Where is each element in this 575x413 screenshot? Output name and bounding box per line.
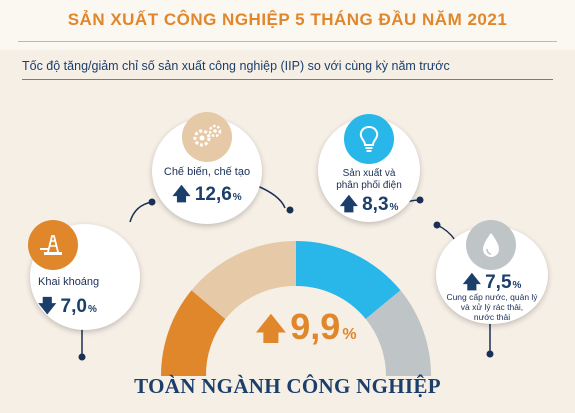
arrow-up-icon: 🡅 bbox=[172, 184, 191, 204]
sector-label: Khai khoáng bbox=[38, 276, 100, 288]
connector-dot bbox=[486, 350, 494, 358]
overall-label: TOÀN NGÀNH CÔNG NGHIỆP bbox=[134, 374, 441, 398]
arrow-up-icon: 🡅 bbox=[339, 194, 359, 214]
sector-label-line: Cung cấp nước, quản lý bbox=[446, 292, 538, 302]
gauge-segment-electricity bbox=[296, 240, 401, 319]
connector-dot bbox=[148, 198, 156, 206]
connector-dot bbox=[78, 353, 86, 361]
connector-dot bbox=[416, 196, 424, 204]
sector-label: Sản xuất và phân phối điện bbox=[324, 168, 414, 192]
gauge-segment-mining bbox=[160, 290, 226, 376]
overall-unit: % bbox=[342, 326, 357, 343]
sector-label-line: Sản xuất và bbox=[342, 168, 396, 179]
value-number: 7,5 bbox=[485, 272, 512, 293]
value-number: 7,0 bbox=[60, 296, 87, 317]
sector-label: Cung cấp nước, quản lý và xử lý rác thải… bbox=[438, 292, 546, 322]
sector-value: 🡅 12,6 % bbox=[157, 182, 257, 212]
sector-label-line: nước thải bbox=[473, 312, 511, 322]
sector-label-line: và xử lý rác thải, bbox=[460, 302, 524, 312]
value-number: 12,6 bbox=[194, 184, 232, 205]
sector-value: 🡅 7,5 % bbox=[436, 270, 548, 300]
bubble-water: 🡅 7,5 % Cung cấp nước, quản lý và xử lý … bbox=[436, 220, 548, 324]
gauge-segment-manufacturing bbox=[191, 240, 296, 319]
sector-label-line: phân phối điện bbox=[336, 180, 402, 191]
water-drop-icon bbox=[466, 220, 516, 270]
bubble-mining: Khai khoáng 🡇 7,0 % bbox=[28, 220, 140, 330]
bubble-manufacturing: Chế biến, chế tạo 🡅 12,6 % bbox=[152, 112, 262, 224]
connector-manufacturing bbox=[254, 184, 286, 209]
connector-water bbox=[436, 224, 456, 241]
page-title: SẢN XUẤT CÔNG NGHIỆP 5 THÁNG ĐẦU NĂM 202… bbox=[67, 10, 508, 29]
overall-number: 9,9 bbox=[290, 306, 341, 347]
connector-dot bbox=[433, 221, 441, 229]
page-subtitle: Tốc độ tăng/giảm chỉ số sản xuất công ng… bbox=[22, 59, 450, 73]
sector-value: 🡇 7,0 % bbox=[38, 294, 118, 324]
bubble-electricity: Sản xuất và phân phối điện 🡅 8,3 % bbox=[318, 114, 420, 222]
lightbulb-icon bbox=[344, 114, 394, 164]
gears-icon bbox=[182, 112, 232, 162]
sector-label: Chế biến, chế tạo bbox=[163, 166, 251, 178]
overall-value: 🡅 9,9% bbox=[236, 306, 376, 358]
arrow-down-icon: 🡇 bbox=[38, 296, 57, 316]
oil-rig-icon bbox=[28, 220, 78, 270]
value-unit: % bbox=[389, 202, 399, 213]
sector-value: 🡅 8,3 % bbox=[318, 192, 420, 222]
value-unit: % bbox=[87, 304, 97, 315]
subtitle-divider bbox=[22, 79, 553, 80]
gauge-segment-water bbox=[365, 290, 432, 376]
title-bar bbox=[0, 0, 575, 50]
value-unit: % bbox=[232, 192, 242, 203]
value-number: 8,3 bbox=[362, 194, 389, 215]
value-unit: % bbox=[512, 280, 522, 291]
arrow-up-icon: 🡅 bbox=[462, 272, 482, 292]
arrow-up-icon: 🡅 bbox=[255, 313, 287, 346]
connector-mining-top bbox=[129, 201, 153, 223]
connector-dot bbox=[286, 206, 294, 214]
